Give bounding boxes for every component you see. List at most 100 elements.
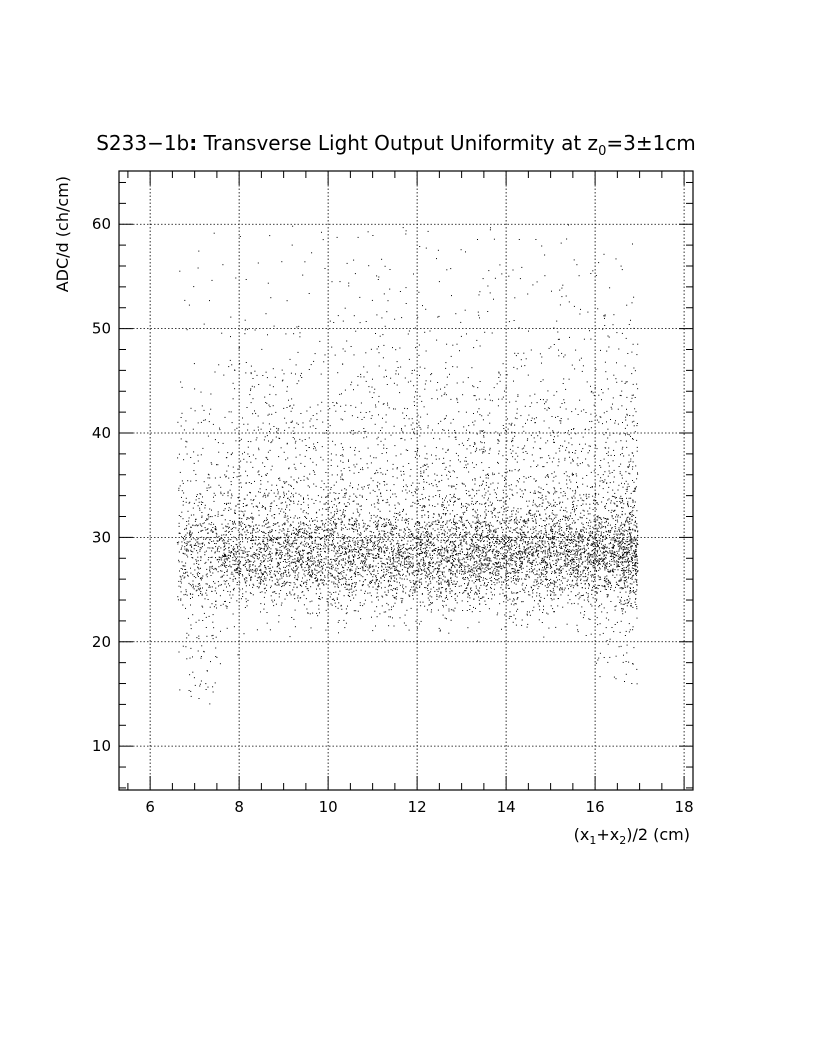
data-point [549, 590, 551, 592]
data-point [292, 225, 294, 227]
data-point [586, 531, 587, 533]
data-point [368, 564, 370, 566]
data-point [483, 540, 485, 542]
data-point [419, 587, 421, 588]
data-point [263, 583, 265, 585]
data-point [240, 556, 242, 558]
data-point [504, 540, 505, 542]
data-point [479, 575, 480, 577]
data-point [628, 602, 629, 604]
data-point [508, 572, 510, 574]
data-point [532, 432, 534, 434]
data-point [561, 529, 563, 531]
data-point [262, 554, 264, 556]
data-point [253, 525, 255, 527]
data-point [453, 543, 455, 545]
data-point [482, 531, 484, 533]
data-point [209, 568, 211, 570]
data-point [451, 522, 452, 524]
data-point [511, 591, 513, 593]
data-point [632, 529, 634, 531]
data-point [454, 524, 456, 526]
data-point [540, 596, 542, 598]
data-point [259, 548, 261, 550]
data-point [364, 590, 366, 592]
data-point [273, 573, 275, 575]
data-point [486, 565, 488, 567]
data-point [333, 492, 335, 494]
data-point [573, 550, 575, 552]
data-point [362, 567, 364, 568]
data-point [514, 435, 516, 437]
data-point [511, 532, 513, 534]
data-point [350, 544, 351, 546]
data-point [245, 362, 247, 363]
data-point [581, 606, 583, 608]
data-point [476, 493, 478, 495]
data-point [232, 594, 234, 596]
data-point [387, 535, 389, 537]
data-point [636, 584, 638, 586]
data-point [220, 576, 222, 578]
data-point [286, 493, 287, 495]
data-point [394, 318, 396, 320]
data-point [544, 556, 546, 558]
data-point [461, 573, 463, 575]
data-point [182, 518, 184, 520]
data-point [462, 381, 464, 383]
data-point [444, 417, 446, 419]
data-point [626, 572, 628, 573]
data-point [375, 554, 377, 556]
data-point [482, 521, 484, 523]
data-point [382, 357, 384, 359]
data-point [596, 516, 598, 518]
data-point [190, 593, 192, 595]
data-point [316, 572, 318, 574]
data-point [322, 421, 324, 423]
data-point [637, 570, 639, 572]
data-point [348, 282, 350, 284]
data-point [330, 487, 332, 488]
data-point [349, 485, 351, 487]
data-point [241, 486, 242, 488]
data-point [514, 564, 516, 566]
data-point [579, 540, 581, 542]
data-point [331, 549, 333, 551]
data-point [594, 554, 596, 556]
data-point [358, 557, 360, 559]
data-point [533, 581, 535, 583]
data-point [355, 568, 357, 570]
data-point [485, 564, 487, 566]
data-point [198, 619, 200, 621]
data-point [302, 422, 304, 424]
data-point [270, 442, 272, 444]
data-point [484, 571, 486, 573]
data-point [209, 606, 211, 608]
data-point [408, 563, 410, 565]
data-point [535, 558, 537, 560]
data-point [238, 346, 240, 348]
data-point [317, 548, 319, 550]
data-point [304, 532, 306, 534]
data-point [232, 563, 234, 565]
data-point [247, 524, 249, 526]
data-point [197, 571, 199, 573]
data-point [341, 527, 343, 529]
data-point [543, 559, 545, 561]
data-point [182, 604, 184, 606]
data-point [625, 530, 627, 532]
data-point [575, 533, 577, 535]
data-point [331, 500, 333, 502]
data-point [487, 414, 489, 416]
data-point [541, 569, 543, 571]
data-point [377, 523, 379, 525]
data-point [288, 531, 290, 532]
data-point [417, 414, 419, 416]
data-point [431, 543, 433, 545]
data-point [345, 579, 347, 581]
data-point [313, 360, 315, 362]
data-point [592, 585, 594, 587]
data-point [208, 586, 210, 588]
data-point [380, 492, 382, 494]
data-point [377, 570, 379, 572]
